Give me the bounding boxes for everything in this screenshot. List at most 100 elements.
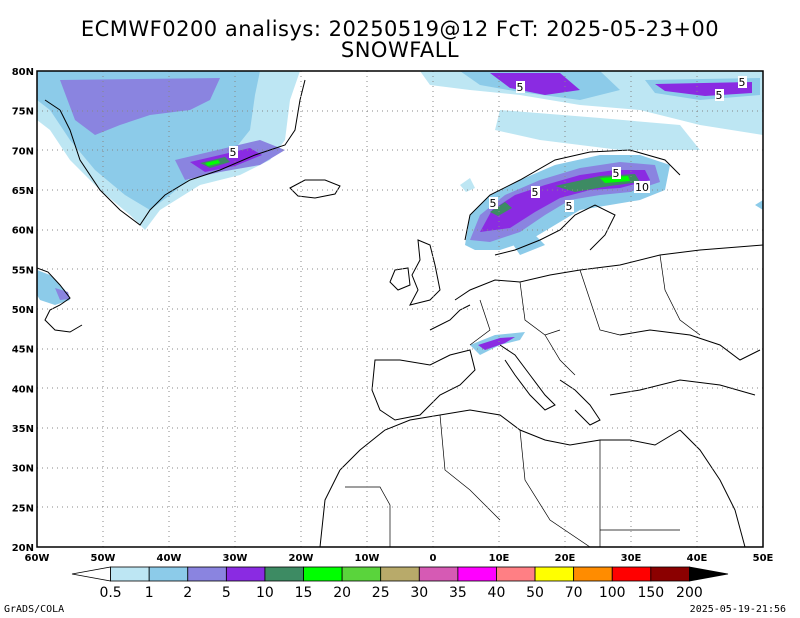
lat-tick-label: 75N — [12, 107, 34, 118]
latitude-axis: 80N 75N 70N 65N 60N 55N 50N 45N 40N 35N 30N 25N 20N — [12, 67, 34, 554]
snow-area-lapland-15mm — [600, 176, 630, 183]
contour-label: 10 — [634, 181, 650, 194]
coast-west-africa — [319, 469, 341, 547]
svg-text:10: 10 — [635, 181, 649, 194]
colorbar-swatch — [457, 566, 497, 582]
colorbar-swatch — [534, 566, 575, 582]
colorbar-level-label: 35 — [449, 585, 467, 601]
lon-tick-label: 20W — [289, 553, 314, 564]
colorbar-swatch — [689, 566, 729, 582]
border-france — [469, 299, 491, 346]
border-poland — [579, 269, 621, 336]
lon-tick-label: 0 — [430, 553, 437, 564]
snow-area-east-greenland-15mm — [205, 160, 220, 166]
lat-tick-label: 25N — [12, 503, 34, 514]
contour-label: 5 — [489, 197, 498, 210]
lat-tick-label: 50N — [12, 305, 34, 316]
graticule — [37, 71, 763, 547]
lat-tick-label: 35N — [12, 424, 34, 435]
map-subtitle: SNOWFALL — [340, 38, 460, 62]
colorbar-level-label: 150 — [637, 585, 664, 601]
colorbar-swatch — [110, 566, 150, 582]
svg-text:5: 5 — [230, 146, 237, 159]
border-algeria — [439, 414, 501, 521]
colorbar-level-label: 200 — [676, 585, 703, 601]
lat-tick-label: 60N — [12, 226, 34, 237]
colorbar-level-label: 70 — [565, 585, 583, 601]
colorbar-level-label: 1 — [145, 585, 154, 601]
snow-area-svalbard-5mm — [490, 73, 580, 95]
coast-labrador — [37, 267, 83, 333]
lon-tick-label: 30E — [621, 553, 642, 564]
footer-timestamp: 2025-05-19-21:56 — [689, 604, 786, 615]
lon-tick-label: 20E — [555, 553, 576, 564]
border-germany — [519, 281, 561, 336]
colorbar-swatch — [264, 566, 304, 582]
coast-red-sea — [679, 429, 746, 547]
colorbar-level-label: 100 — [599, 585, 626, 601]
lat-tick-label: 30N — [12, 464, 34, 475]
lat-tick-label: 80N — [12, 67, 34, 78]
colorbar-swatch — [650, 566, 690, 582]
contour-label: 5 — [229, 146, 238, 159]
lat-tick-label: 20N — [12, 543, 34, 554]
lat-tick-label: 70N — [12, 146, 34, 157]
colorbar-level-label: 10 — [256, 585, 274, 601]
colorbar-swatch — [148, 566, 189, 582]
border-libya — [519, 429, 591, 547]
coast-iberia — [371, 349, 476, 421]
snow-area-alps-5mm — [478, 337, 515, 350]
contour-label: 5 — [715, 89, 724, 102]
lat-tick-label: 55N — [12, 265, 34, 276]
colorbar-level-label: 0.5 — [99, 585, 121, 601]
lon-tick-label: 50E — [753, 553, 774, 564]
svg-text:5: 5 — [490, 197, 497, 210]
contour-label: 5 — [565, 200, 574, 213]
lat-tick-label: 65N — [12, 186, 34, 197]
svg-text:5: 5 — [566, 200, 573, 213]
snow-patch-north-sea — [460, 178, 475, 192]
contour-label: 5 — [531, 186, 540, 199]
colorbar-level-label: 2 — [183, 585, 192, 601]
contour-labels: 5 5 5 5 5 5 5 5 10 — [229, 76, 747, 213]
coast-great-britain — [409, 239, 441, 306]
snow-patch-urals — [755, 200, 763, 210]
colorbar-swatch — [380, 566, 420, 582]
colorbar-level-label: 15 — [295, 585, 313, 601]
colorbar-level-label: 20 — [333, 585, 351, 601]
lat-tick-label: 45N — [12, 345, 34, 356]
lon-tick-label: 10E — [489, 553, 510, 564]
lon-tick-label: 50W — [91, 553, 116, 564]
coast-france-west — [429, 304, 471, 331]
snow-area-labrador-2mm — [55, 288, 70, 300]
coast-greenland — [59, 79, 306, 226]
border-ukraine — [659, 254, 701, 336]
colorbar-swatch — [573, 566, 613, 582]
plot-frame — [36, 70, 764, 548]
colorbar-swatch — [611, 566, 652, 582]
colorbar-swatch — [303, 566, 343, 582]
colorbar-level-label: 5 — [222, 585, 231, 601]
colorbar-swatch — [225, 566, 266, 582]
colorbar-swatch — [496, 566, 536, 582]
colorbar-swatch — [341, 566, 382, 582]
coast-greenland-north — [44, 99, 61, 111]
colorbar-swatch — [418, 566, 459, 582]
longitude-axis: 60W 50W 40W 30W 20W 10W 0 10E 20E 30E 40E 50E — [25, 553, 774, 564]
contour-label: 5 — [738, 76, 747, 89]
snow-area-norway-10mm — [490, 202, 512, 216]
coast-ireland — [389, 267, 411, 291]
lon-tick-label: 40E — [687, 553, 708, 564]
contour-label: 5 — [516, 81, 525, 94]
svg-text:5: 5 — [613, 167, 620, 180]
lon-tick-label: 30W — [223, 553, 248, 564]
border-mauritania — [345, 486, 391, 547]
colorbar-swatch — [187, 566, 227, 582]
snow-area-greenland-2mm — [60, 78, 220, 135]
coastlines — [37, 79, 763, 547]
svg-text:5: 5 — [517, 81, 524, 94]
coast-italy — [499, 344, 556, 411]
colorbar-level-label: 30 — [410, 585, 428, 601]
lat-tick-label: 40N — [12, 384, 34, 395]
